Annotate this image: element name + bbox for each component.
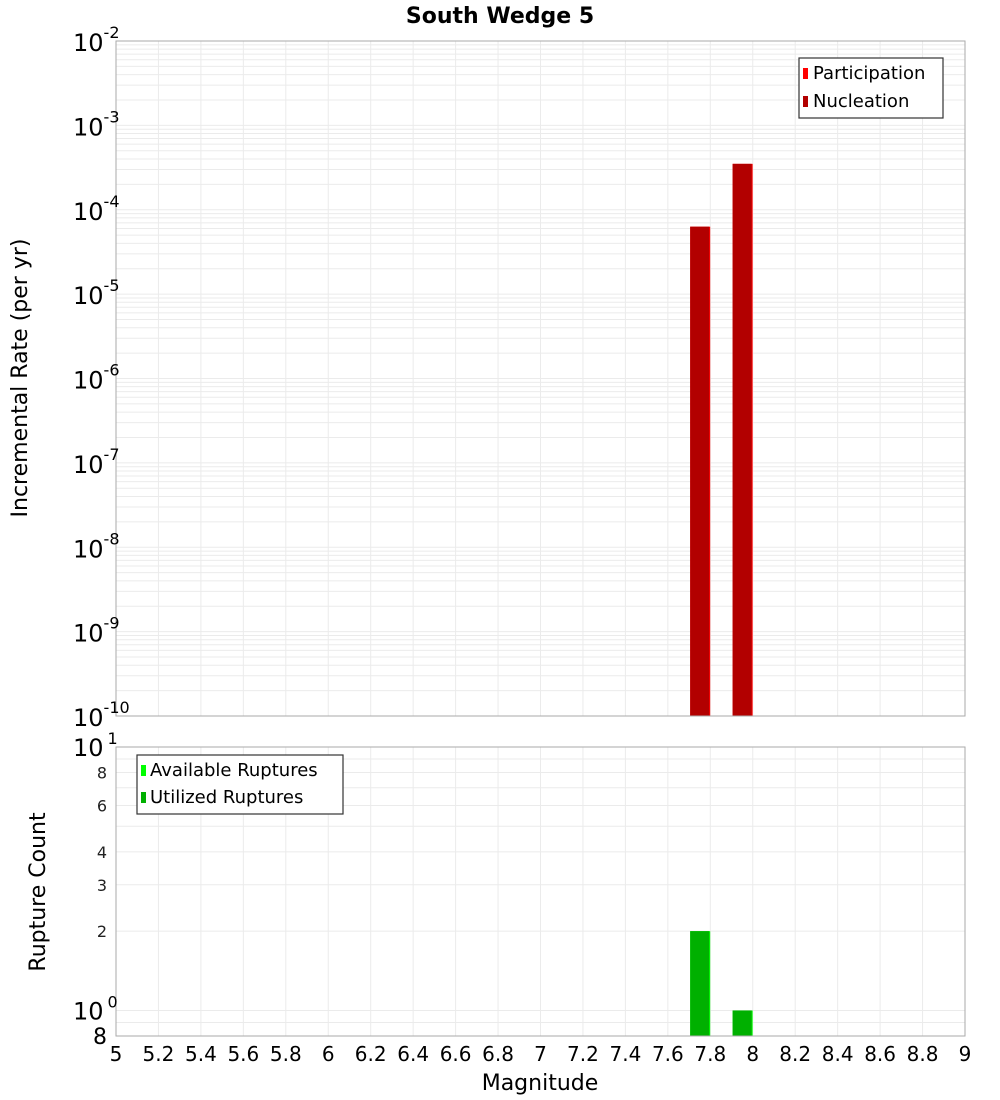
participation-swatch-icon	[803, 68, 808, 79]
bottom-legend: Available Ruptures Utilized Ruptures	[136, 754, 344, 815]
bar-utilized-ruptures	[732, 1010, 752, 1036]
top-legend: Participation Nucleation	[798, 57, 944, 119]
top-y-axis-ticks: 10-2 10-3 10-4 10-5 10-6 10-7 10-8 10-9 10-10	[73, 23, 130, 732]
x-tick-label: 5.2	[143, 1042, 175, 1066]
x-tick-label: 6.8	[482, 1042, 514, 1066]
y-tick-label: 10-6	[73, 361, 120, 395]
y-tick-label: 4	[97, 843, 107, 862]
x-tick-label: 6.4	[397, 1042, 429, 1066]
available-ruptures-swatch-icon	[141, 765, 146, 776]
y-tick-label: 8	[97, 764, 107, 783]
x-tick-label: 7.2	[567, 1042, 599, 1066]
x-tick-label: 7	[534, 1042, 547, 1066]
x-tick-label: 7.8	[694, 1042, 726, 1066]
bar-nucleation	[690, 226, 710, 716]
y-tick-label: 8	[93, 1025, 107, 1050]
bar-nucleation	[732, 163, 752, 717]
y-tick-label: 10-7	[73, 445, 120, 479]
top-plot-grid	[115, 41, 966, 717]
x-tick-label: 5.8	[270, 1042, 302, 1066]
y-tick-label: 6	[97, 796, 107, 815]
y-tick-label: 10-2	[73, 23, 120, 57]
bar-utilized-ruptures	[690, 931, 710, 1036]
y-tick-label: 10-4	[73, 192, 120, 226]
bottom-plot-bars	[690, 931, 753, 1036]
y-tick-label: 10 0	[73, 992, 118, 1025]
x-tick-label: 5	[110, 1042, 123, 1066]
x-tick-label: 8.2	[779, 1042, 811, 1066]
y-tick-label: 10 1	[73, 729, 118, 762]
x-tick-label: 7.4	[609, 1042, 641, 1066]
x-tick-label: 7.6	[652, 1042, 684, 1066]
bottom-plot-frame	[115, 746, 966, 1037]
y-tick-label: 10-8	[73, 529, 120, 563]
x-tick-label: 8.4	[822, 1042, 854, 1066]
x-axis-label: Magnitude	[482, 1071, 599, 1096]
legend-available-ruptures: Available Ruptures	[150, 760, 318, 781]
y-tick-label: 10-5	[73, 276, 120, 310]
x-axis-ticks: 5 5.2 5.4 5.6 5.8 6 6.2 6.4 6.6 6.8 7 7.2 7.4 7.6 7.8 8…	[110, 1042, 972, 1066]
x-tick-label: 8	[746, 1042, 759, 1066]
x-tick-label: 6.6	[440, 1042, 472, 1066]
nucleation-swatch-icon	[803, 96, 808, 107]
x-tick-label: 5.4	[185, 1042, 217, 1066]
x-tick-label: 8.8	[907, 1042, 939, 1066]
legend-utilized-ruptures: Utilized Ruptures	[150, 787, 303, 808]
y-tick-label: 3	[97, 876, 107, 895]
top-plot-frame	[115, 40, 966, 717]
x-tick-label: 5.6	[227, 1042, 259, 1066]
x-tick-label: 6.2	[355, 1042, 387, 1066]
y-tick-label: 10-3	[73, 107, 120, 141]
y-tick-label: 10-10	[73, 698, 130, 732]
y-tick-label: 10-9	[73, 614, 120, 648]
x-tick-label: 6	[322, 1042, 335, 1066]
x-tick-label: 8.6	[864, 1042, 896, 1066]
top-y-axis-label: Incremental Rate (per yr)	[8, 239, 33, 518]
legend-participation: Participation	[813, 63, 925, 84]
utilized-ruptures-swatch-icon	[141, 792, 146, 803]
y-tick-label: 2	[97, 922, 107, 941]
bottom-y-axis-label: Rupture Count	[26, 812, 51, 972]
chart-title: South Wedge 5	[406, 4, 594, 29]
top-plot-bars	[690, 163, 753, 717]
legend-nucleation: Nucleation	[813, 91, 909, 112]
x-tick-label: 9	[959, 1042, 972, 1066]
